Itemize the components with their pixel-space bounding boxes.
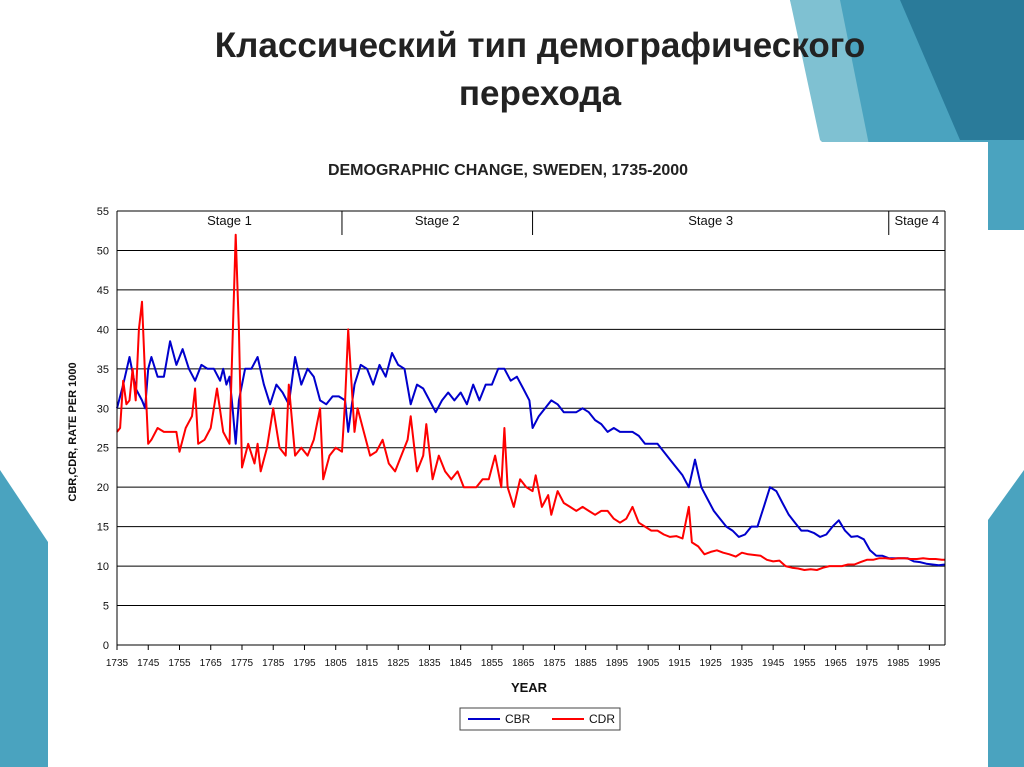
- x-tick-label: 1825: [387, 658, 410, 669]
- chart: DEMOGRAPHIC CHANGE, SWEDEN, 1735-2000 St…: [67, 162, 946, 731]
- decor-shape-left: [0, 470, 60, 767]
- legend-label-cbr: CBR: [505, 712, 531, 726]
- x-tick-label: 1945: [762, 658, 785, 669]
- y-tick-label: 45: [97, 285, 109, 297]
- decor-shape-right: [988, 470, 1024, 767]
- y-axis-label: CBR,CDR, RATE PER 1000: [67, 362, 79, 501]
- y-tick-label: 10: [97, 561, 109, 573]
- x-tick-label: 1785: [262, 658, 285, 669]
- x-tick-label: 1995: [918, 658, 941, 669]
- slide-title-line2: перехода: [458, 74, 622, 114]
- y-tick-label: 5: [103, 601, 109, 613]
- stage-label: Stage 2: [415, 213, 460, 228]
- x-tick-label: 1905: [637, 658, 660, 669]
- x-tick-label: 1865: [512, 658, 535, 669]
- series-line-cdr: [116, 233, 945, 571]
- y-tick-label: 55: [97, 206, 109, 218]
- x-tick-label: 1845: [450, 658, 473, 669]
- y-tick-label: 15: [97, 522, 109, 534]
- x-tick-label: 1755: [168, 658, 191, 669]
- x-tick-label: 1915: [668, 658, 691, 669]
- slide-title-line1: Классический тип демографического: [214, 26, 866, 65]
- x-tick-label: 1775: [231, 658, 254, 669]
- y-tick-label: 40: [97, 324, 109, 336]
- x-tick-label: 1795: [293, 658, 316, 669]
- x-tick-label: 1975: [856, 658, 879, 669]
- x-tick-label: 1985: [887, 658, 910, 669]
- chart-legend: CBR CDR: [459, 707, 621, 731]
- x-axis-label: YEAR: [511, 680, 548, 695]
- chart-stages: Stage 1 Stage 2 Stage 3 Stage 4: [207, 211, 939, 235]
- x-tick-label: 1925: [700, 658, 723, 669]
- x-tick-label: 1835: [418, 658, 441, 669]
- chart-panel: DEMOGRAPHIC CHANGE, SWEDEN, 1735-2000 St…: [48, 142, 988, 767]
- y-tick-label: 0: [103, 640, 109, 652]
- y-tick-label: 20: [97, 482, 109, 494]
- decor-shape-top-right-dark: [900, 0, 1024, 140]
- y-tick-label: 30: [97, 403, 109, 415]
- x-tick-label: 1885: [575, 658, 598, 669]
- x-tick-label: 1935: [731, 658, 754, 669]
- y-tick-label: 35: [97, 364, 109, 376]
- x-tick-label: 1735: [106, 658, 129, 669]
- chart-title: DEMOGRAPHIC CHANGE, SWEDEN, 1735-2000: [328, 162, 688, 179]
- y-tick-label: 25: [97, 443, 109, 455]
- x-tick-label: 1875: [543, 658, 566, 669]
- chart-series: [116, 233, 946, 571]
- legend-label-cdr: CDR: [589, 712, 615, 726]
- x-tick-label: 1765: [200, 658, 223, 669]
- x-tick-label: 1895: [606, 658, 629, 669]
- x-tick-label: 1815: [356, 658, 379, 669]
- legend-box: [459, 707, 621, 731]
- slide-title: Классический тип демографического перехо…: [140, 22, 940, 119]
- stage-label: Stage 3: [688, 213, 733, 228]
- stage-label: Stage 4: [894, 213, 939, 228]
- y-tick-label: 50: [97, 245, 109, 257]
- x-tick-label: 1855: [481, 658, 504, 669]
- x-tick-label: 1965: [825, 658, 848, 669]
- x-tick-label: 1745: [137, 658, 160, 669]
- chart-axes: 0 5 10 15 20 25 30 35 40 45 50 55 1735 1745 1755 1765 17…: [97, 206, 946, 669]
- x-tick-label: 1955: [793, 658, 816, 669]
- x-tick-label: 1805: [325, 658, 348, 669]
- stage-label: Stage 1: [207, 213, 252, 228]
- series-line-cbr: [116, 340, 946, 567]
